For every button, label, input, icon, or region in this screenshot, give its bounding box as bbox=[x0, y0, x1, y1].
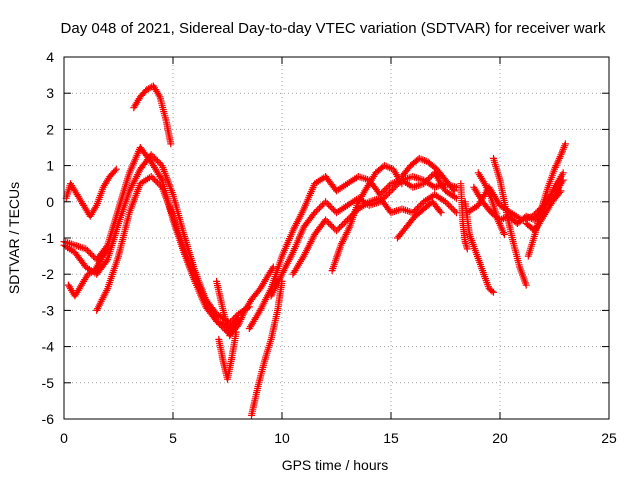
x-axis-label: GPS time / hours bbox=[282, 457, 389, 473]
series-track-14 bbox=[398, 154, 458, 195]
marker-track bbox=[60, 144, 253, 329]
marker-track bbox=[522, 187, 565, 235]
series-track-20 bbox=[474, 169, 508, 238]
marker-track bbox=[394, 198, 445, 242]
marker-track bbox=[215, 328, 240, 383]
series-track-6 bbox=[130, 82, 175, 148]
marker-track bbox=[64, 245, 112, 300]
y-tick-label: -2 bbox=[42, 266, 55, 282]
y-tick-label: 2 bbox=[46, 121, 54, 137]
axis-ticks: -6 -5 -4 -3 -2 -1 0 1 2 3 4 0 5 10 15 20 25 bbox=[42, 49, 617, 446]
y-axis-label: SDTVAR / TECUs bbox=[6, 182, 22, 294]
x-tick-label: 5 bbox=[169, 430, 177, 446]
marker-track bbox=[62, 165, 120, 220]
y-tick-label: 1 bbox=[46, 158, 54, 174]
series-track-15 bbox=[394, 198, 445, 242]
chart-title: Day 048 of 2021, Sidereal Day-to-day VTE… bbox=[61, 20, 606, 37]
x-tick-label: 10 bbox=[274, 430, 290, 446]
data-marks bbox=[60, 82, 569, 419]
series-track-22 bbox=[522, 187, 565, 235]
series-track-3 bbox=[93, 173, 242, 336]
marker-track bbox=[398, 154, 458, 195]
series-track-9 bbox=[248, 277, 286, 419]
series-track-5 bbox=[64, 245, 112, 300]
x-tick-label: 0 bbox=[60, 430, 68, 446]
series-track-19 bbox=[490, 154, 530, 289]
marker-track bbox=[490, 154, 530, 289]
y-tick-label: -4 bbox=[42, 339, 55, 355]
marker-track bbox=[474, 169, 508, 238]
marker-track bbox=[130, 82, 175, 148]
series-track-4 bbox=[62, 165, 120, 220]
x-tick-label: 20 bbox=[492, 430, 508, 446]
series-track-1 bbox=[60, 144, 253, 329]
series-track-7 bbox=[213, 263, 277, 340]
marker-track bbox=[213, 263, 277, 340]
grid-lines bbox=[64, 57, 609, 419]
y-tick-label: -5 bbox=[42, 375, 55, 391]
marker-track bbox=[328, 162, 406, 275]
series-track-8 bbox=[215, 328, 240, 383]
y-tick-label: -1 bbox=[42, 230, 55, 246]
series-track-13 bbox=[328, 162, 406, 275]
y-tick-label: -6 bbox=[42, 411, 55, 427]
marker-track bbox=[457, 180, 471, 253]
marker-track bbox=[93, 173, 242, 336]
y-tick-label: 0 bbox=[46, 194, 54, 210]
x-tick-label: 15 bbox=[383, 430, 399, 446]
series-track-23 bbox=[457, 180, 471, 253]
marker-track bbox=[248, 277, 286, 419]
y-tick-label: 4 bbox=[46, 49, 54, 65]
y-tick-label: -3 bbox=[42, 302, 55, 318]
y-tick-label: 3 bbox=[46, 85, 54, 101]
x-tick-label: 25 bbox=[601, 430, 617, 446]
